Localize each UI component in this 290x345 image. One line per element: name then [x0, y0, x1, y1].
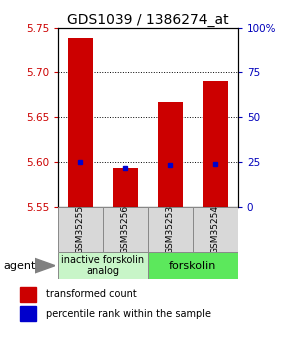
Text: GSM35254: GSM35254 [211, 205, 220, 254]
Text: percentile rank within the sample: percentile rank within the sample [46, 309, 211, 319]
Bar [58, 207, 103, 252]
Text: transformed count: transformed count [46, 289, 137, 299]
Bar [103, 207, 148, 252]
Text: GSM35253: GSM35253 [166, 205, 175, 254]
Text: inactive forskolin
analog: inactive forskolin analog [61, 255, 144, 276]
Bar [148, 252, 238, 279]
Bar [68, 38, 93, 207]
Polygon shape [35, 258, 55, 273]
Bar [20, 287, 36, 302]
Bar [203, 81, 228, 207]
Text: GSM35256: GSM35256 [121, 205, 130, 254]
Text: agent: agent [3, 261, 35, 270]
Bar [193, 207, 238, 252]
Title: GDS1039 / 1386274_at: GDS1039 / 1386274_at [67, 12, 229, 27]
Bar [58, 252, 148, 279]
Bar [148, 207, 193, 252]
Bar [113, 168, 138, 207]
Text: GSM35255: GSM35255 [76, 205, 85, 254]
Bar [158, 102, 183, 207]
Text: forskolin: forskolin [169, 261, 217, 270]
Bar [20, 306, 36, 321]
